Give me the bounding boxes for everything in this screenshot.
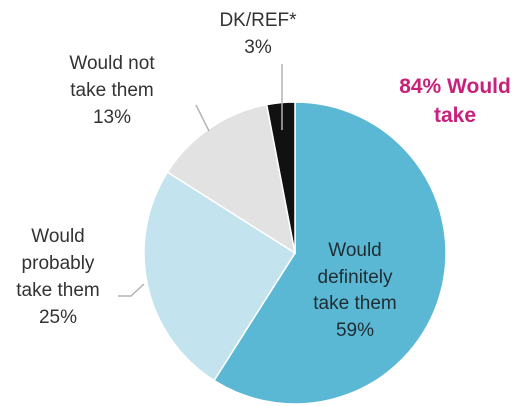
pie-slice-probably (143, 171, 297, 382)
slice-label-would-not: Would not take them 13% (69, 53, 155, 128)
total-callout: 84% Would take (399, 75, 511, 127)
pie-slices (143, 101, 447, 405)
slice-label-would-not-line-1: Would not (69, 53, 155, 74)
slice-value-dk-ref: 3% (244, 37, 272, 58)
leader-line-would-not (195, 104, 210, 132)
slice-value-would-not: 13% (93, 107, 131, 128)
total-callout-line-1: 84% Would (399, 75, 511, 98)
slice-label-definitely: Would definitely take them 59% (313, 240, 396, 341)
slice-label-dk-ref-line-1: DK/REF* (219, 10, 297, 31)
slice-label-probably-line-2: probably (22, 253, 95, 274)
slice-label-probably-line-3: take them (16, 280, 99, 301)
pie-slice-definitely (213, 101, 447, 405)
slice-label-dk-ref: DK/REF* 3% (219, 10, 297, 58)
slice-label-definitely-line-3: take them (313, 293, 396, 314)
slice-label-probably-line-1: Would (31, 226, 85, 247)
slice-label-would-not-line-2: take them (70, 80, 153, 101)
slice-label-probably: Would probably take them 25% (16, 226, 99, 328)
total-callout-line-2: take (434, 104, 476, 127)
slice-value-definitely: 59% (336, 320, 374, 341)
leader-line-probably (118, 283, 145, 297)
slice-value-probably: 25% (39, 307, 77, 328)
slice-label-definitely-line-2: definitely (318, 267, 393, 288)
pie-slice-dk-ref (265, 101, 296, 254)
pie-slice-would-not (166, 103, 297, 255)
leader-lines (118, 64, 283, 297)
slice-label-definitely-line-1: Would (328, 240, 382, 261)
